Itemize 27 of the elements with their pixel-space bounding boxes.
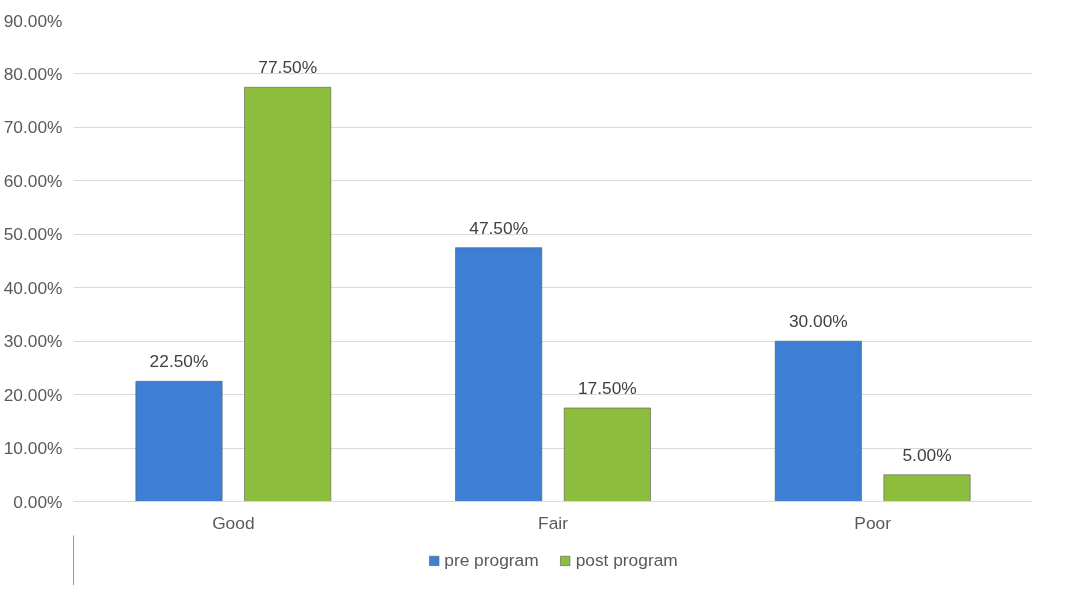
bar [244,87,332,502]
y-tick-label: 60.00% [3,170,63,191]
bar [455,247,543,502]
x-tick-label: Poor [854,512,892,533]
data-label: 17.50% [577,377,637,398]
data-label: 22.50% [149,351,209,372]
legend-label: post program [575,549,678,571]
bar [774,340,862,502]
bar [563,407,651,502]
y-tick-label: 90.00% [3,10,63,31]
y-tick-label: 40.00% [3,277,63,298]
y-tick-label: 10.00% [3,438,63,459]
y-tick-label: 80.00% [3,63,63,84]
data-label: 30.00% [788,311,848,332]
x-tick-label: Fair [538,512,569,533]
legend-label: pre program [444,549,539,571]
y-tick-label: 70.00% [3,117,63,138]
y-tick-label: 0.00% [13,491,63,512]
y-tick-label: 30.00% [3,331,63,352]
y-tick-label: 20.00% [3,384,63,405]
bar [135,380,223,502]
data-label: 77.50% [258,57,318,78]
data-label: 5.00% [902,444,952,465]
bar [883,474,971,502]
data-label: 47.50% [469,217,529,238]
x-tick-label: Good [212,512,255,533]
y-tick-label: 50.00% [3,224,63,245]
